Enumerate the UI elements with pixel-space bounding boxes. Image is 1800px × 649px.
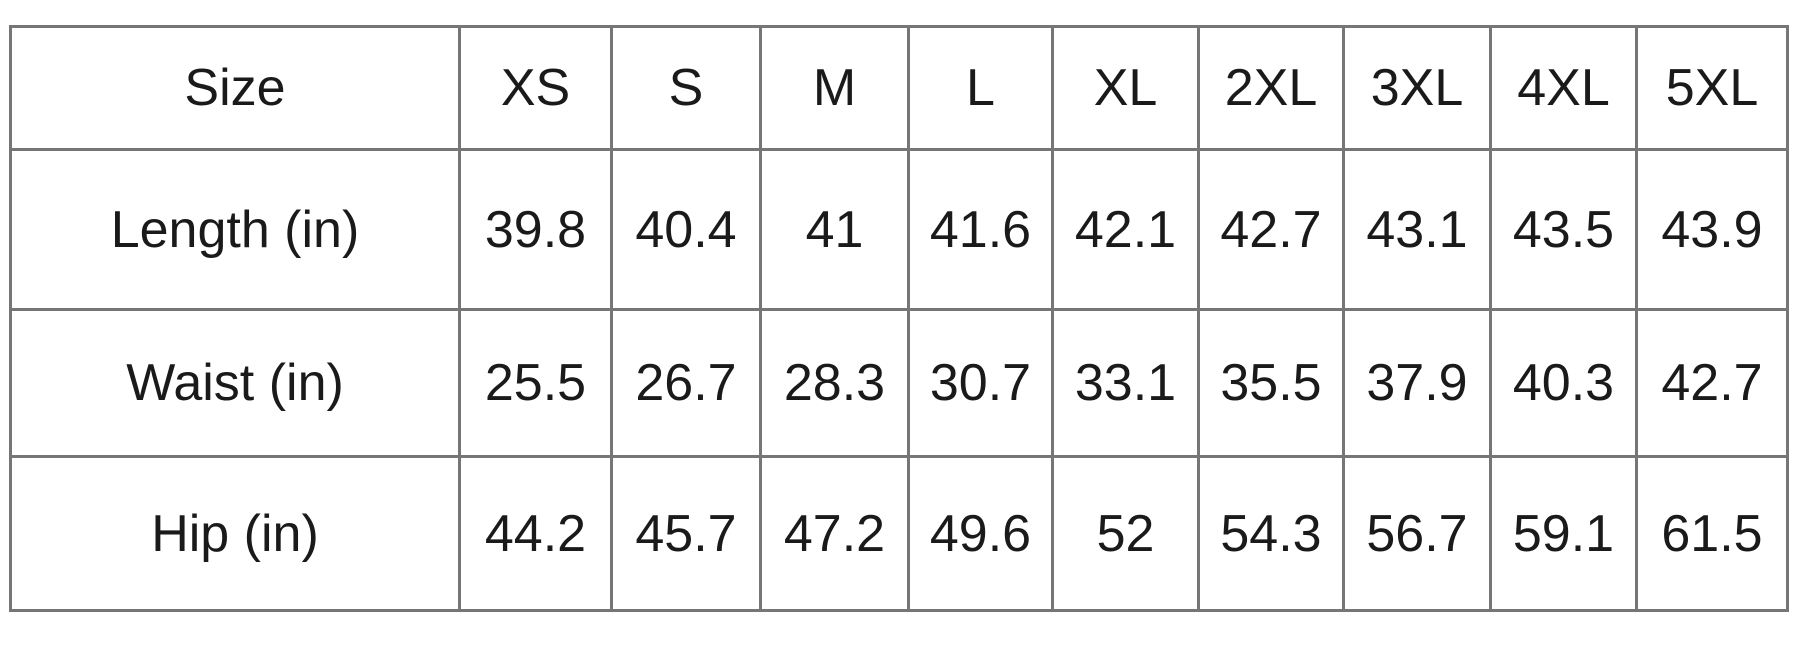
measurement-value-cell: 43.9	[1635, 148, 1789, 311]
measurement-value-cell: 28.3	[759, 308, 910, 458]
measurement-value-cell: 52	[1051, 455, 1200, 612]
measurement-value-cell: 42.7	[1197, 148, 1345, 311]
measurement-value-cell: 49.6	[907, 455, 1054, 612]
measurement-label-cell: Hip (in)	[9, 455, 461, 612]
size-chart-table: Size XS S M L XL 2XL 3XL 4XL 5XL Length (in) 39.8 40…	[9, 25, 1789, 612]
measurement-value-cell: 30.7	[907, 308, 1054, 458]
size-header-cell: S	[610, 25, 762, 151]
measurement-label-cell: Waist (in)	[9, 308, 461, 458]
waist-row: Waist (in) 25.5 26.7 28.3 30.7 33.1 35.5 37.9 40…	[9, 308, 1789, 458]
size-header-cell: L	[907, 25, 1054, 151]
header-label-cell: Size	[9, 25, 461, 151]
length-row: Length (in) 39.8 40.4 41 41.6 42.1 42.7 43.1 43.…	[9, 148, 1789, 311]
size-header-cell: XS	[458, 25, 613, 151]
measurement-value-cell: 41.6	[907, 148, 1054, 311]
header-row: Size XS S M L XL 2XL 3XL 4XL 5XL	[9, 25, 1789, 151]
measurement-value-cell: 61.5	[1635, 455, 1789, 612]
size-header-cell: 5XL	[1635, 25, 1789, 151]
measurement-value-cell: 42.1	[1051, 148, 1200, 311]
measurement-label-cell: Length (in)	[9, 148, 461, 311]
measurement-value-cell: 41	[759, 148, 910, 311]
measurement-value-cell: 33.1	[1051, 308, 1200, 458]
size-header-cell: XL	[1051, 25, 1200, 151]
hip-row: Hip (in) 44.2 45.7 47.2 49.6 52 54.3 56.7 59.1 61…	[9, 455, 1789, 612]
size-header-cell: M	[759, 25, 910, 151]
measurement-value-cell: 56.7	[1342, 455, 1492, 612]
size-header-cell: 3XL	[1342, 25, 1492, 151]
measurement-value-cell: 43.5	[1489, 148, 1638, 311]
measurement-value-cell: 40.4	[610, 148, 762, 311]
measurement-value-cell: 26.7	[610, 308, 762, 458]
measurement-value-cell: 54.3	[1197, 455, 1345, 612]
measurement-value-cell: 35.5	[1197, 308, 1345, 458]
measurement-value-cell: 44.2	[458, 455, 613, 612]
measurement-value-cell: 39.8	[458, 148, 613, 311]
measurement-value-cell: 25.5	[458, 308, 613, 458]
measurement-value-cell: 40.3	[1489, 308, 1638, 458]
measurement-value-cell: 42.7	[1635, 308, 1789, 458]
size-header-cell: 2XL	[1197, 25, 1345, 151]
measurement-value-cell: 43.1	[1342, 148, 1492, 311]
measurement-value-cell: 47.2	[759, 455, 910, 612]
size-header-cell: 4XL	[1489, 25, 1638, 151]
measurement-value-cell: 37.9	[1342, 308, 1492, 458]
measurement-value-cell: 59.1	[1489, 455, 1638, 612]
measurement-value-cell: 45.7	[610, 455, 762, 612]
